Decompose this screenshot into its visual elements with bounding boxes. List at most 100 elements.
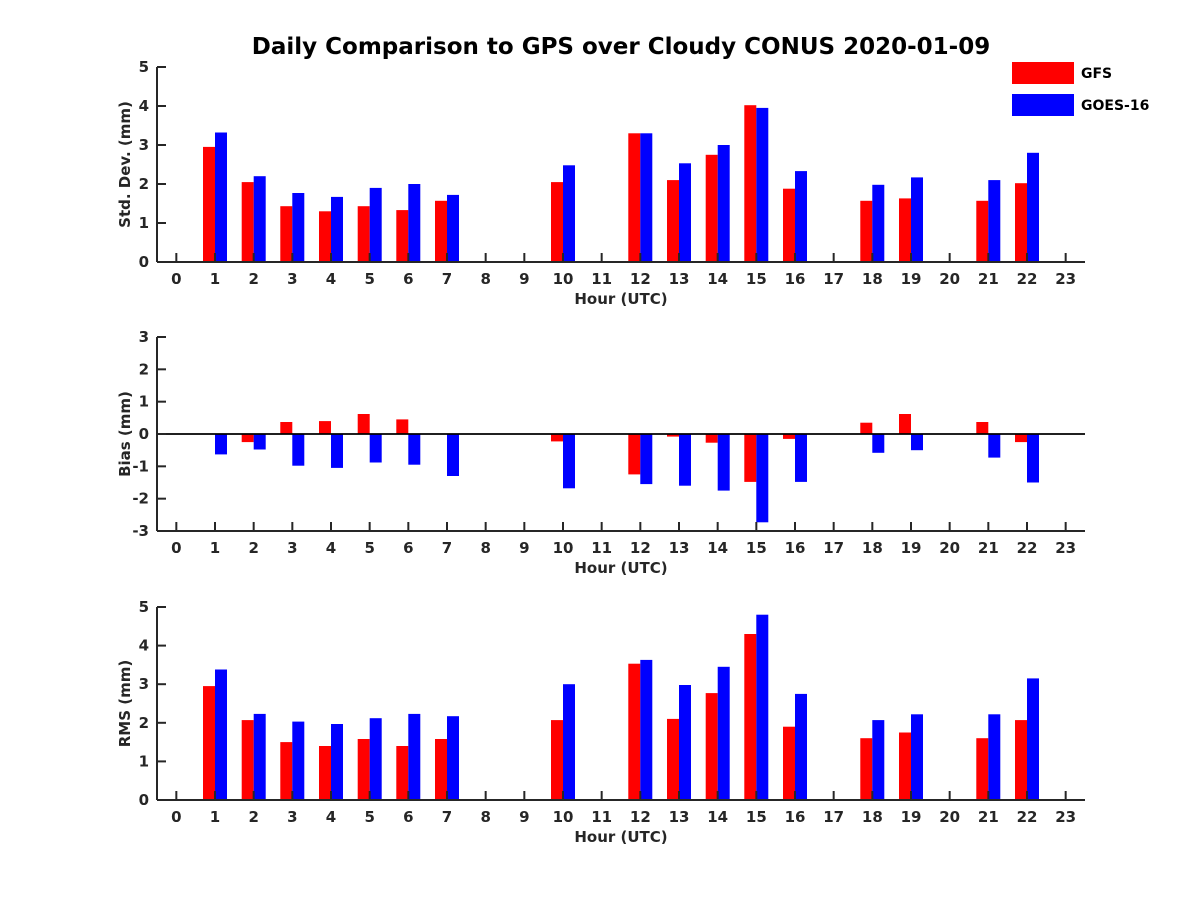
bias-x-tick-label: 15 [746, 539, 767, 557]
std-dev-x-tick-label: 20 [939, 270, 960, 288]
bias-bar-goes16-15 [756, 434, 769, 523]
rms-y-tick-label: 2 [139, 714, 149, 732]
bias-y-tick-label: 3 [139, 328, 149, 346]
rms-x-tick-label: 19 [901, 808, 922, 826]
bias-x-tick-label: 0 [171, 539, 181, 557]
std-dev-bar-gfs-14 [705, 154, 718, 263]
std-dev-bar-gfs-7 [435, 200, 447, 262]
bias-bar-gfs-16 [783, 434, 795, 439]
bias-x-tick-label: 16 [785, 539, 806, 557]
bias-bar-goes16-7 [447, 434, 459, 476]
bias-bar-gfs-18 [860, 422, 873, 434]
std-dev-y-tick-label: 4 [139, 97, 149, 115]
rms-x-tick-label: 21 [978, 808, 999, 826]
chart-title: Daily Comparison to GPS over Cloudy CONU… [252, 34, 990, 60]
std-dev-x-tick-label: 18 [862, 270, 883, 288]
bias-x-tick-label: 7 [442, 539, 452, 557]
rms-x-tick-label: 22 [1017, 808, 1038, 826]
rms-bar-goes16-3 [292, 721, 305, 800]
legend-swatch-gfs [1012, 62, 1074, 84]
std-dev-bar-gfs-19 [899, 198, 911, 262]
rms-y-tick-label: 1 [139, 752, 149, 770]
rms-x-tick-label: 12 [630, 808, 651, 826]
std-dev-y-tick-label: 1 [139, 214, 149, 232]
std-dev-x-tick-label: 7 [442, 270, 452, 288]
std-dev-bar-gfs-5 [357, 206, 370, 262]
bias-bar-gfs-14 [705, 434, 718, 443]
rms-x-tick-label: 3 [287, 808, 297, 826]
std-dev-x-tick-label: 5 [364, 270, 374, 288]
rms-y-tick-label: 5 [139, 598, 149, 616]
bias-bar-goes16-12 [640, 434, 653, 485]
bias-y-tick-label: 2 [139, 360, 149, 378]
bias-y-tick-label: 0 [139, 425, 149, 443]
std-dev-x-tick-label: 3 [287, 270, 297, 288]
bias-y-tick-label: 1 [139, 393, 149, 411]
rms-bar-goes16-5 [369, 718, 382, 800]
bias-x-tick-label: 14 [707, 539, 728, 557]
rms-bar-gfs-7 [435, 739, 447, 800]
bias-bar-goes16-18 [872, 434, 885, 453]
std-dev-y-axis-label: Std. Dev. (mm) [116, 101, 134, 228]
rms-x-tick-label: 20 [939, 808, 960, 826]
std-dev-x-tick-label: 6 [403, 270, 413, 288]
std-dev-x-tick-label: 8 [480, 270, 490, 288]
rms-bar-gfs-12 [628, 663, 641, 800]
legend-label-goes16: GOES-16 [1081, 98, 1149, 114]
std-dev-bar-goes16-22 [1027, 152, 1039, 262]
bias-x-tick-label: 2 [248, 539, 258, 557]
bias-x-tick-label: 1 [210, 539, 220, 557]
bias-x-tick-label: 8 [480, 539, 490, 557]
std-dev-x-tick-label: 19 [901, 270, 922, 288]
bias-bar-goes16-4 [331, 434, 343, 468]
std-dev-bar-gfs-15 [744, 105, 757, 262]
bias-bar-gfs-4 [319, 421, 331, 434]
bias-bar-goes16-19 [911, 434, 923, 451]
rms-bar-goes16-4 [331, 724, 343, 800]
rms-y-tick-label: 3 [139, 675, 149, 693]
std-dev-bar-gfs-3 [280, 206, 293, 262]
std-dev-bar-gfs-4 [319, 211, 331, 262]
std-dev-bar-gfs-22 [1015, 183, 1027, 262]
bias-x-tick-label: 18 [862, 539, 883, 557]
bias-x-tick-label: 11 [591, 539, 612, 557]
bias-bar-gfs-10 [551, 434, 563, 442]
bias-bar-gfs-21 [976, 422, 989, 434]
bias-bar-goes16-16 [795, 434, 807, 482]
bias-x-tick-label: 20 [939, 539, 960, 557]
std-dev-bar-goes16-10 [563, 165, 575, 262]
bias-bar-gfs-6 [396, 419, 409, 434]
bias-bar-gfs-13 [667, 434, 679, 437]
bias-bar-gfs-5 [357, 414, 370, 434]
rms-x-tick-label: 14 [707, 808, 728, 826]
rms-bar-gfs-19 [899, 732, 911, 800]
std-dev-x-tick-label: 16 [785, 270, 806, 288]
bias-y-axis-label: Bias (mm) [116, 391, 134, 477]
std-dev-bar-goes16-19 [911, 177, 923, 262]
std-dev-y-tick-label: 2 [139, 175, 149, 193]
std-dev-bar-goes16-1 [215, 132, 227, 262]
bias-bar-goes16-5 [369, 434, 382, 463]
rms-x-tick-label: 16 [785, 808, 806, 826]
rms-y-tick-label: 0 [139, 791, 149, 809]
bias-x-tick-label: 22 [1017, 539, 1038, 557]
rms-x-tick-label: 15 [746, 808, 767, 826]
rms-bar-goes16-19 [911, 714, 923, 800]
rms-x-tick-label: 9 [519, 808, 529, 826]
bias-y-tick-label: -1 [132, 457, 149, 475]
std-dev-y-tick-label: 5 [139, 58, 149, 76]
rms-x-tick-label: 18 [862, 808, 883, 826]
std-dev-bar-goes16-16 [795, 171, 807, 262]
bias-x-tick-label: 6 [403, 539, 413, 557]
std-dev-bar-gfs-12 [628, 133, 641, 262]
bias-x-tick-label: 9 [519, 539, 529, 557]
bias-x-tick-label: 13 [669, 539, 690, 557]
rms-x-tick-label: 0 [171, 808, 181, 826]
rms-y-tick-label: 4 [139, 637, 149, 655]
rms-x-tick-label: 1 [210, 808, 220, 826]
bias-bar-goes16-10 [563, 434, 575, 489]
rms-bar-goes16-10 [563, 684, 575, 800]
